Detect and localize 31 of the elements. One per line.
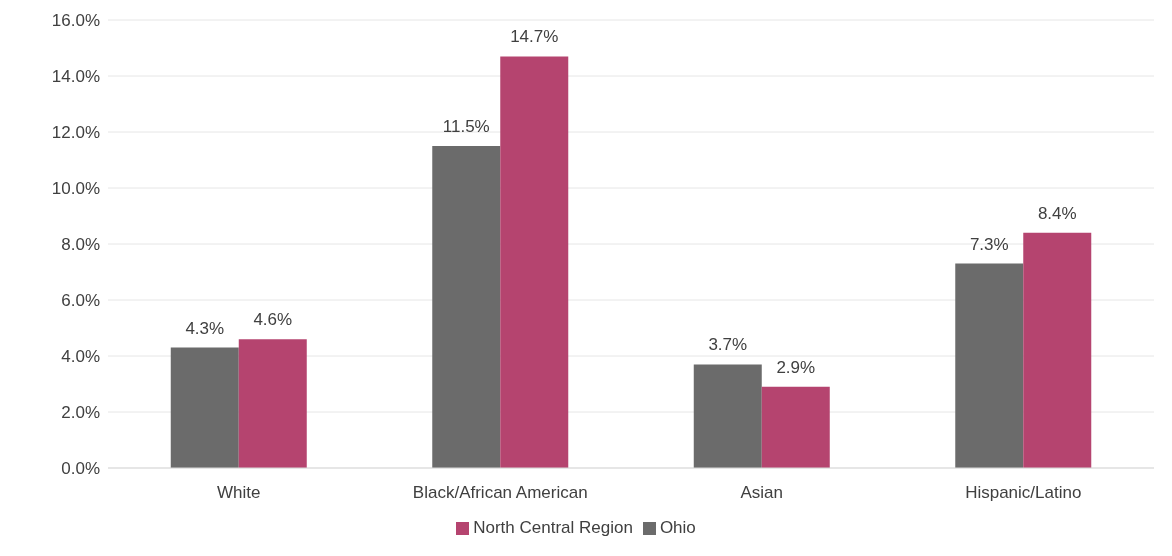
y-tick-label: 10.0% [51,179,100,199]
bar [432,146,501,468]
y-tick-label: 14.0% [51,67,100,87]
data-label: 8.4% [1037,203,1077,223]
y-tick-label: 16.0% [51,11,100,31]
y-tick-label: 0.0% [61,459,100,479]
y-tick-label: 6.0% [61,291,100,311]
data-label: 3.7% [708,335,748,355]
x-tick-label: Hispanic/Latino [965,483,1082,503]
bar [693,364,762,468]
x-tick-label: White [217,483,261,503]
bar [1023,232,1092,468]
data-label: 4.6% [253,310,293,330]
data-label: 2.9% [776,357,816,377]
bar [761,386,830,468]
y-tick-label: 4.0% [61,347,100,367]
data-label: 14.7% [510,27,559,47]
bar [955,263,1024,468]
bar [500,56,569,468]
bar [238,339,307,468]
x-tick-label: Black/African American [412,483,588,503]
legend-label: Ohio [659,518,696,537]
data-label: 7.3% [969,234,1009,254]
legend-label: North Central Region [473,518,633,537]
y-tick-label: 2.0% [61,403,100,423]
y-tick-label: 8.0% [61,235,100,255]
bar [170,347,239,468]
data-label: 4.3% [185,318,225,338]
y-tick-label: 12.0% [51,123,100,143]
x-tick-label: Asian [740,483,784,503]
data-label: 11.5% [442,117,490,136]
